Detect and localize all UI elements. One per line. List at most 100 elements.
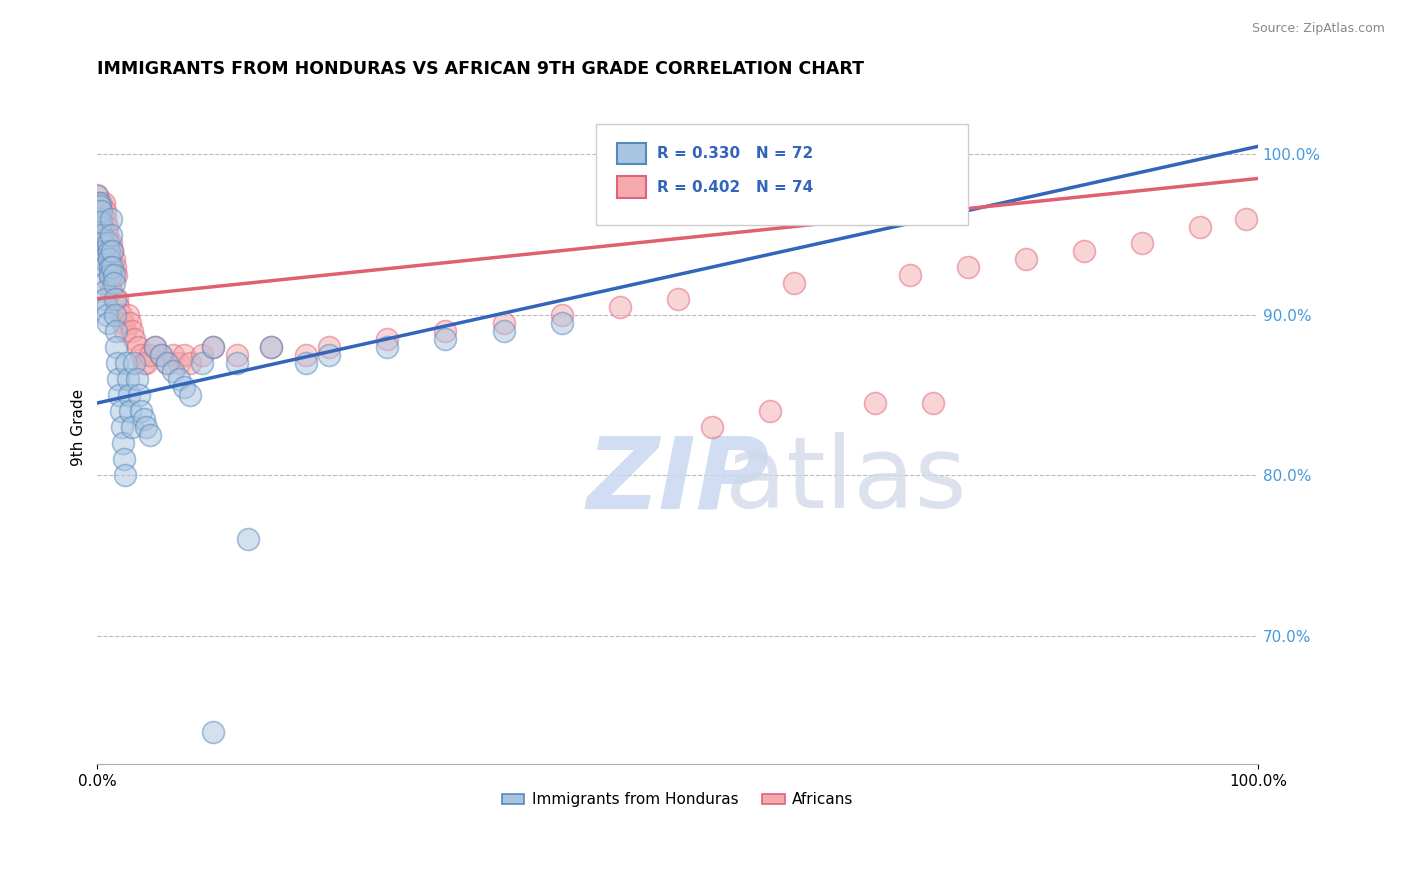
Point: [111, 316, 134, 330]
Point: [434, 332, 457, 346]
Point: [173, 348, 195, 362]
Point: [132, 412, 155, 426]
Point: [91, 235, 114, 250]
Point: [191, 348, 214, 362]
Point: [318, 348, 340, 362]
Point: [112, 452, 135, 467]
Point: [101, 244, 124, 258]
Point: [135, 420, 157, 434]
Point: [110, 404, 132, 418]
Point: [127, 340, 149, 354]
Y-axis label: 9th Grade: 9th Grade: [72, 389, 86, 466]
Point: [100, 235, 122, 250]
Point: [225, 356, 247, 370]
Point: [104, 268, 127, 282]
Point: [97, 244, 120, 258]
Point: [98, 260, 121, 274]
Text: R = 0.402   N = 74: R = 0.402 N = 74: [657, 180, 813, 194]
Point: [156, 356, 179, 370]
Point: [131, 348, 153, 362]
Point: [91, 211, 114, 226]
Point: [90, 203, 112, 218]
FancyBboxPatch shape: [617, 143, 647, 164]
Point: [150, 348, 173, 362]
Point: [111, 420, 134, 434]
Point: [124, 356, 146, 370]
Point: [105, 292, 128, 306]
Point: [89, 219, 111, 234]
Point: [1130, 235, 1153, 250]
Point: [492, 316, 515, 330]
Point: [115, 356, 138, 370]
Point: [156, 356, 179, 370]
Point: [179, 388, 201, 402]
Point: [162, 364, 184, 378]
Legend: Immigrants from Honduras, Africans: Immigrants from Honduras, Africans: [495, 786, 859, 814]
Point: [105, 356, 128, 370]
Point: [295, 356, 318, 370]
Point: [117, 372, 139, 386]
Point: [107, 372, 129, 386]
Point: [89, 219, 111, 234]
FancyBboxPatch shape: [617, 177, 647, 198]
Point: [1188, 219, 1211, 234]
Point: [202, 340, 225, 354]
Point: [173, 380, 195, 394]
Point: [114, 324, 136, 338]
Point: [101, 260, 124, 274]
Point: [550, 308, 572, 322]
Text: R = 0.330   N = 72: R = 0.330 N = 72: [657, 146, 813, 161]
Point: [98, 268, 121, 282]
Point: [96, 227, 118, 242]
Point: [202, 724, 225, 739]
Point: [135, 356, 157, 370]
Point: [666, 292, 689, 306]
Point: [863, 396, 886, 410]
Point: [318, 340, 340, 354]
Point: [956, 260, 979, 274]
Point: [1073, 244, 1095, 258]
Point: [434, 324, 457, 338]
Point: [94, 203, 117, 218]
Point: [101, 244, 124, 258]
Point: [87, 195, 110, 210]
Point: [238, 533, 260, 547]
Point: [91, 227, 114, 242]
Point: [121, 324, 143, 338]
Point: [91, 227, 114, 242]
Point: [108, 388, 131, 402]
Point: [898, 268, 921, 282]
Point: [117, 308, 139, 322]
Point: [93, 276, 115, 290]
Text: IMMIGRANTS FROM HONDURAS VS AFRICAN 9TH GRADE CORRELATION CHART: IMMIGRANTS FROM HONDURAS VS AFRICAN 9TH …: [97, 60, 865, 78]
Point: [91, 244, 114, 258]
Point: [93, 195, 115, 210]
Point: [138, 348, 160, 362]
Point: [100, 227, 122, 242]
Point: [103, 276, 125, 290]
Point: [93, 244, 115, 258]
Point: [377, 332, 399, 346]
Point: [90, 203, 112, 218]
Text: Source: ZipAtlas.com: Source: ZipAtlas.com: [1251, 22, 1385, 36]
Point: [118, 316, 141, 330]
Point: [104, 340, 127, 354]
Point: [295, 348, 318, 362]
Point: [86, 189, 108, 203]
Point: [110, 308, 132, 322]
Point: [124, 332, 146, 346]
Point: [128, 388, 150, 402]
Point: [97, 235, 120, 250]
Point: [91, 219, 114, 234]
Point: [89, 199, 111, 213]
Point: [100, 284, 122, 298]
Point: [104, 260, 127, 274]
Point: [89, 211, 111, 226]
Point: [121, 420, 143, 434]
Point: [162, 348, 184, 362]
Point: [260, 340, 283, 354]
Point: [107, 300, 129, 314]
Point: [87, 211, 110, 226]
Point: [260, 340, 283, 354]
Point: [103, 252, 125, 266]
